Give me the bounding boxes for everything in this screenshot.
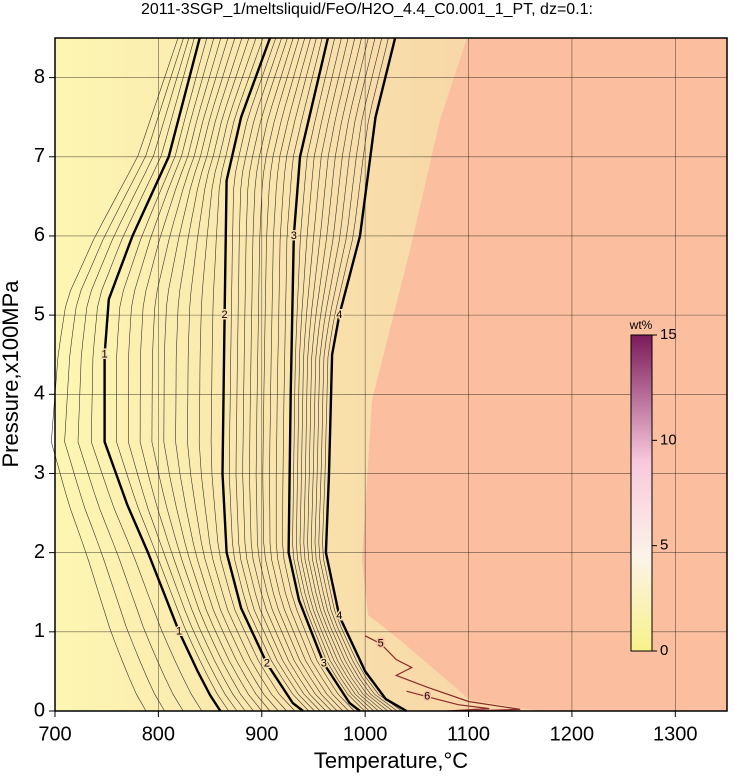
contour-line <box>287 37 361 712</box>
minor-contour <box>64 37 184 712</box>
minor-contour <box>198 37 287 712</box>
chart-title: 2011-3SGP_1/meltsliquid/FeO/H2O_4.4_C0.0… <box>141 1 593 18</box>
colorbar-label: wt% <box>629 318 653 332</box>
minor-contour <box>322 37 403 712</box>
x-tick-label: 1100 <box>447 723 490 745</box>
y-tick-label: 6 <box>34 224 45 246</box>
y-tick-label: 3 <box>34 462 45 484</box>
minor-contour <box>116 37 229 712</box>
x-tick-label: 1000 <box>343 723 388 745</box>
contour-label: 2 <box>264 657 270 669</box>
minor-contour <box>90 37 203 712</box>
contour-line <box>406 690 490 712</box>
y-tick-label: 8 <box>34 66 45 88</box>
colorbar-tick-label: 10 <box>660 431 677 448</box>
minor-contour <box>307 37 384 712</box>
contour-line <box>324 37 408 713</box>
minor-contour <box>314 37 393 712</box>
minor-contour <box>269 37 344 712</box>
y-axis-label: Pressure,x100MPa <box>0 280 23 468</box>
contour-line <box>103 37 222 712</box>
contour-label: 1 <box>102 349 108 361</box>
minor-contour <box>50 37 179 712</box>
x-tick-label: 800 <box>142 723 175 745</box>
y-tick-label: 0 <box>34 699 45 721</box>
minor-contour <box>210 37 296 712</box>
minor-contour <box>163 37 263 712</box>
minor-contour <box>282 37 355 712</box>
minor-contour <box>139 37 246 712</box>
minor-contour <box>77 37 190 712</box>
minor-contour <box>235 37 315 712</box>
x-tick-label: 900 <box>245 723 278 745</box>
y-tick-label: 4 <box>34 383 45 405</box>
plot-frame <box>54 37 728 712</box>
minor-contour <box>262 37 338 712</box>
x-axis-label: Temperature,°C <box>314 748 468 773</box>
colorbar <box>630 334 653 652</box>
contour-label: 3 <box>321 657 327 669</box>
y-tick-label: 7 <box>34 145 45 167</box>
contour-label: 5 <box>378 638 384 650</box>
contour-label: 6 <box>424 691 430 703</box>
y-tick-label: 5 <box>34 303 45 325</box>
minor-contour <box>318 37 398 712</box>
contour-label: 4 <box>336 309 342 321</box>
minor-contour <box>303 37 379 712</box>
minor-contour <box>187 37 279 712</box>
contour-label: 4 <box>336 610 342 622</box>
minor-contour <box>228 37 310 712</box>
y-tick-label: 2 <box>34 541 45 563</box>
colorbar-tick-label: 0 <box>660 642 668 659</box>
x-tick-label: 1200 <box>550 723 595 745</box>
minor-contour <box>128 37 238 712</box>
colorbar-tick-label: 15 <box>660 326 677 343</box>
minor-contour <box>310 37 389 712</box>
contour-line <box>221 37 304 712</box>
x-tick-label: 700 <box>38 723 71 745</box>
minor-contour <box>249 37 327 712</box>
minor-contour <box>255 37 332 712</box>
x-tick-label: 1300 <box>653 723 698 745</box>
minor-contour <box>295 37 370 712</box>
minor-contour <box>275 37 349 712</box>
minor-contour <box>242 37 321 712</box>
y-tick-label: 1 <box>34 620 45 642</box>
minor-contour <box>151 37 254 712</box>
contour-label: 3 <box>291 230 297 242</box>
minor-contour <box>292 37 365 712</box>
contour-label: 2 <box>221 309 227 321</box>
colorbar-tick-label: 5 <box>660 537 668 554</box>
minor-contour <box>299 37 375 712</box>
minor-contour <box>175 37 271 712</box>
contour-label: 1 <box>176 626 182 638</box>
contour-line <box>364 635 521 712</box>
